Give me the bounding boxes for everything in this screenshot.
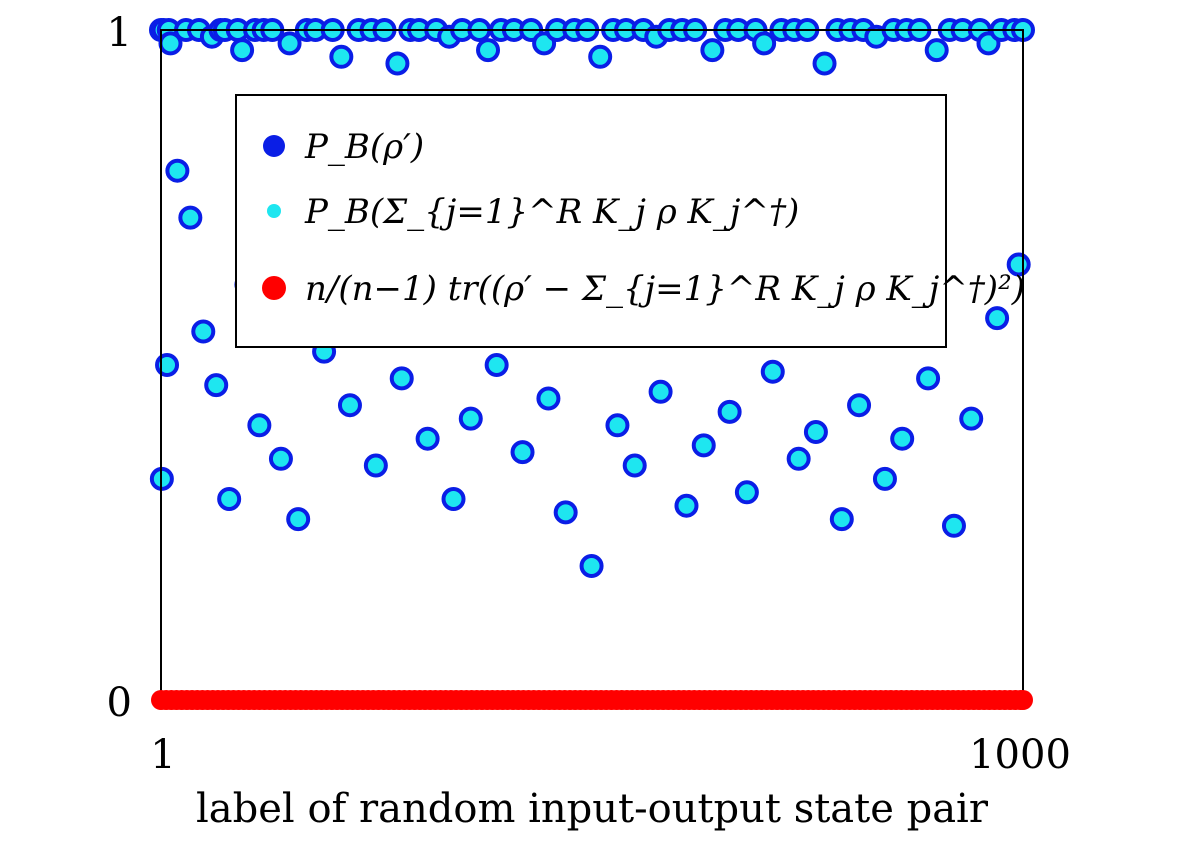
legend-label-series-1: P_B(ρ′) (304, 127, 424, 167)
data-point (476, 38, 501, 63)
data-point (890, 426, 915, 451)
data-point (363, 453, 388, 478)
data-point (165, 158, 190, 183)
data-point (204, 373, 229, 398)
data-point (286, 507, 311, 532)
data-point (579, 554, 604, 578)
data-point (760, 359, 785, 384)
legend-label-series-2: P_B(Σ_{j=1}^R K_j ρ K_j^†) (304, 192, 799, 232)
data-point (441, 487, 466, 511)
data-point (752, 31, 777, 56)
legend-box (235, 94, 947, 348)
data-point (389, 366, 414, 391)
data-point (415, 426, 440, 451)
data-point (786, 446, 811, 471)
x-tick-label-1: 1 (150, 732, 175, 778)
y-tick-label-0: 0 (107, 680, 132, 726)
data-point (812, 51, 837, 76)
data-point (872, 466, 897, 491)
data-point (337, 393, 362, 418)
data-point (829, 507, 854, 532)
x-axis-label: label of random input-output state pair (196, 786, 989, 832)
zero-series-layer (151, 690, 1033, 710)
data-point (553, 500, 578, 525)
data-point (985, 306, 1010, 331)
data-point (674, 493, 699, 518)
data-point (510, 440, 535, 465)
data-point (191, 319, 216, 344)
data-point (178, 205, 203, 230)
legend-marker-series-1 (263, 135, 285, 157)
data-point (484, 353, 509, 377)
y-tick-label-1: 1 (107, 10, 132, 56)
x-tick-label-1000: 1000 (969, 732, 1071, 778)
data-point (588, 44, 613, 69)
data-point (247, 413, 272, 438)
data-point (458, 406, 483, 431)
data-point (941, 513, 966, 538)
legend-marker-series-2 (267, 204, 281, 218)
data-point (959, 406, 984, 431)
data-point (536, 386, 561, 411)
data-point (700, 38, 725, 63)
data-point (605, 413, 630, 438)
data-point (691, 433, 716, 458)
data-point (717, 399, 742, 424)
data-point (385, 51, 410, 76)
data-point (648, 379, 673, 404)
zero-point (1013, 690, 1033, 710)
legend-label-series-3: n/(n−1) tr((ρ′ − Σ_{j=1}^R K_j ρ K_j^†)²… (305, 269, 1025, 309)
legend: P_B(ρ′) P_B(Σ_{j=1}^R K_j ρ K_j^†) n/(n−… (235, 94, 1025, 348)
data-point (622, 453, 647, 478)
data-point (329, 44, 354, 69)
data-point (230, 38, 255, 63)
data-point (217, 487, 242, 511)
data-point (847, 393, 872, 418)
data-point (268, 446, 293, 471)
data-point (924, 38, 949, 63)
legend-marker-series-3 (262, 276, 286, 300)
data-point (803, 420, 828, 444)
data-point (155, 353, 180, 377)
data-point (916, 366, 941, 391)
data-point (734, 480, 759, 505)
data-point (277, 31, 302, 56)
